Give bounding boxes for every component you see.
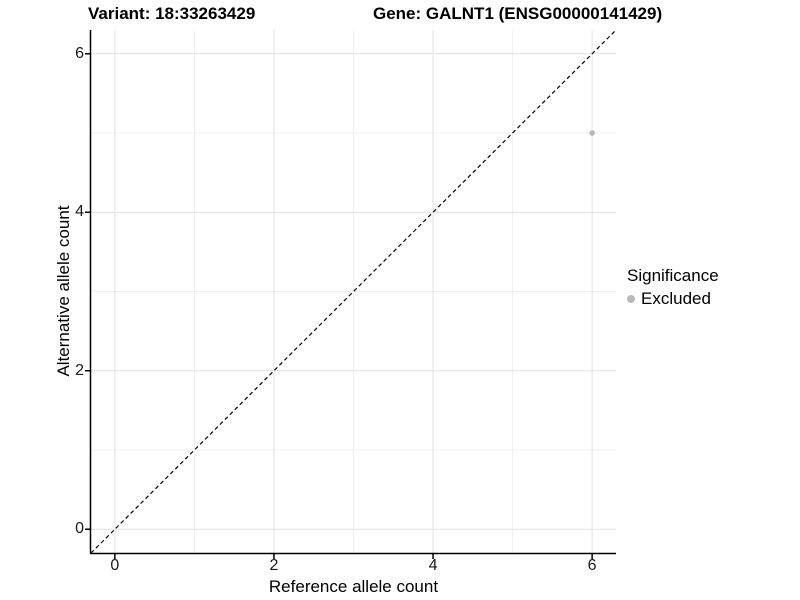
x-tick-label: 2: [269, 557, 279, 574]
legend-item-label: Excluded: [641, 289, 711, 308]
x-axis-title: Reference allele count: [268, 577, 439, 596]
y-tick-label: 2: [75, 361, 84, 379]
y-tick-label: 6: [75, 44, 84, 62]
x-tick-label: 0: [110, 557, 120, 574]
gene-title: Gene: GALNT1 (ENSG00000141429): [373, 4, 663, 23]
legend-title: Significance: [627, 266, 719, 285]
diagonal-reference-line: [90, 29, 617, 554]
y-axis-title: Alternative allele count: [54, 205, 73, 377]
y-tick-label: 0: [75, 520, 84, 538]
data-point: [589, 130, 595, 136]
x-tick-label: 6: [587, 557, 597, 574]
legend: Significance Excluded: [627, 266, 719, 309]
x-tick-label: 4: [428, 557, 438, 574]
variant-title: Variant: 18:33263429: [88, 4, 256, 23]
legend-dot-icon: [627, 295, 635, 303]
y-tick-label: 4: [75, 203, 84, 221]
legend-item-excluded: Excluded: [627, 289, 719, 309]
